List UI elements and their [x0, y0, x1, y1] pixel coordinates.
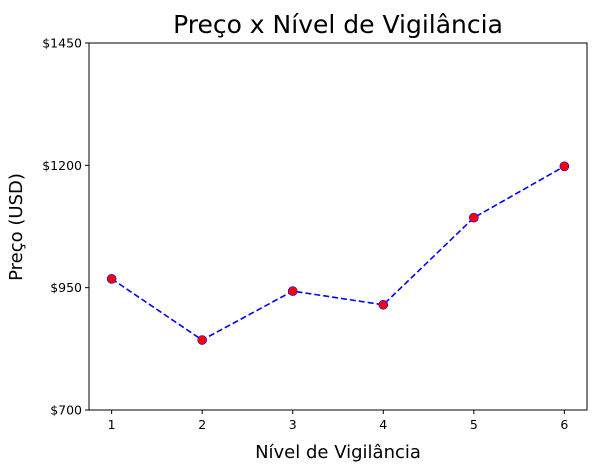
y-tick-label-1450: $1450: [42, 36, 82, 51]
chart-title: Preço x Nível de Vigilância: [173, 10, 503, 39]
data-point-5: [469, 212, 479, 223]
x-tick-label-3: 3: [289, 417, 297, 432]
axes-frame: [88, 42, 588, 411]
data-point-6: [559, 161, 570, 172]
series-line: [111, 165, 565, 341]
x-tick-label-6: 6: [560, 417, 568, 432]
y-tick-label-700: $700: [50, 403, 82, 418]
plot-area: 1 2 3 4 5 6 $700 $950 $1200 $1450: [42, 36, 588, 432]
data-point-3: [287, 286, 298, 296]
data-point-1: [106, 274, 117, 284]
data-point-4: [378, 299, 389, 310]
x-axis-label: Nível de Vigilância: [255, 442, 421, 463]
x-tick-label-2: 2: [198, 417, 206, 432]
data-point-2: [197, 335, 207, 345]
y-tick-label-1200: $1200: [42, 158, 82, 173]
x-tick-label-5: 5: [470, 417, 478, 432]
x-tick-label-1: 1: [108, 417, 116, 432]
y-axis-label: Preço (USD): [6, 173, 27, 281]
x-tick-label-4: 4: [379, 417, 387, 432]
y-tick-label-950: $950: [50, 280, 82, 295]
